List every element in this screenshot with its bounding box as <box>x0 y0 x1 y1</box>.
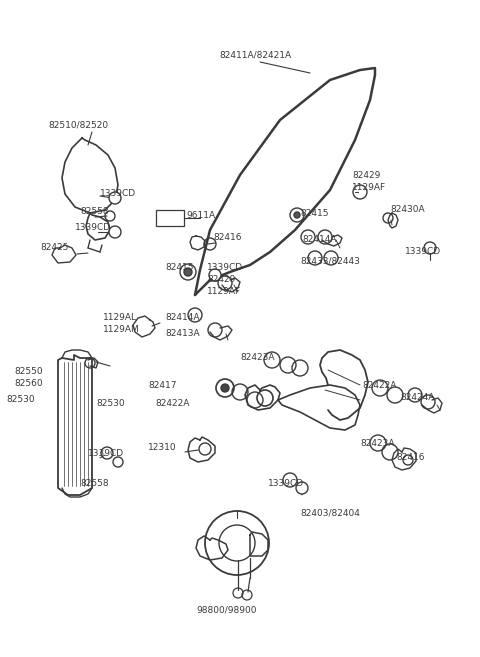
Text: 82417: 82417 <box>148 380 177 390</box>
Text: 82413A: 82413A <box>165 328 200 338</box>
Text: 1339CD: 1339CD <box>405 248 441 256</box>
Text: 82422A: 82422A <box>155 399 190 407</box>
Text: 82550: 82550 <box>14 367 43 376</box>
Text: 82415: 82415 <box>165 263 193 273</box>
Text: 82530: 82530 <box>96 399 125 407</box>
Text: 82433/82443: 82433/82443 <box>300 256 360 265</box>
Text: 82429: 82429 <box>207 275 235 284</box>
Circle shape <box>184 268 192 276</box>
Text: 1339CD: 1339CD <box>207 263 243 273</box>
Text: 82510/82520: 82510/82520 <box>48 120 108 129</box>
Text: 1129AL: 1129AL <box>103 313 137 323</box>
Text: 82558: 82558 <box>80 478 108 487</box>
Text: 82424A: 82424A <box>400 394 434 403</box>
Circle shape <box>113 457 123 467</box>
Text: 12310: 12310 <box>148 443 177 453</box>
Circle shape <box>221 384 229 392</box>
Text: 82429: 82429 <box>352 171 380 179</box>
Text: 82414A: 82414A <box>302 235 336 244</box>
Text: 82415: 82415 <box>300 208 328 217</box>
Text: 82414A: 82414A <box>165 313 200 323</box>
Circle shape <box>209 269 221 281</box>
Text: 98800/98900: 98800/98900 <box>196 606 256 614</box>
Text: 82430A: 82430A <box>390 206 425 214</box>
Text: 82423A: 82423A <box>360 438 395 447</box>
Text: 82423A: 82423A <box>240 353 275 363</box>
Text: 82403/82404: 82403/82404 <box>300 509 360 518</box>
Text: 1339CD: 1339CD <box>268 478 304 487</box>
Text: 82558: 82558 <box>80 208 108 217</box>
Text: 1129AF: 1129AF <box>352 183 386 191</box>
Text: 1129AF: 1129AF <box>207 288 241 296</box>
FancyBboxPatch shape <box>156 210 184 226</box>
Text: 1129AM: 1129AM <box>103 325 140 334</box>
Text: 1339CD: 1339CD <box>100 189 136 198</box>
Text: 82425: 82425 <box>40 242 68 252</box>
Text: 82560: 82560 <box>14 380 43 388</box>
Text: 1339CD: 1339CD <box>75 223 111 233</box>
Text: 82416: 82416 <box>213 233 241 242</box>
Text: 1339CD: 1339CD <box>88 449 124 457</box>
Text: 82422A: 82422A <box>362 380 396 390</box>
Circle shape <box>296 482 308 494</box>
Circle shape <box>294 212 300 218</box>
Circle shape <box>109 226 121 238</box>
Text: 82416: 82416 <box>396 453 424 463</box>
Text: 82530: 82530 <box>6 396 35 405</box>
Circle shape <box>109 192 121 204</box>
Text: 9611A: 9611A <box>186 210 215 219</box>
Text: 82411A/82421A: 82411A/82421A <box>219 51 291 60</box>
